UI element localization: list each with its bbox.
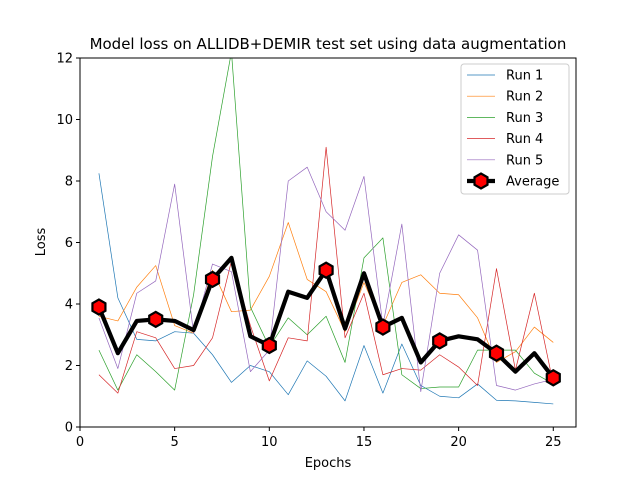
average-marker: [488, 344, 505, 362]
series-line-run-5: [98, 166, 554, 392]
series-line-run-4: [98, 146, 554, 394]
y-tick-label: 4: [65, 298, 73, 313]
series-line-run-2: [98, 222, 554, 363]
y-tick-label: 6: [65, 236, 73, 251]
x-tick-label: 15: [356, 435, 373, 450]
legend-marker-average: [473, 172, 489, 190]
x-axis: 0 5 10 15 20 25: [76, 427, 562, 450]
average-marker: [545, 369, 561, 387]
x-tick-label: 20: [450, 435, 467, 450]
legend-label-run-2: Run 2: [506, 90, 543, 105]
legend-label-average: Average: [506, 175, 559, 190]
chart-title: Model loss on ALLIDB+DEMIR test set usin…: [90, 35, 567, 53]
x-tick-label: 10: [261, 435, 278, 450]
average-marker: [261, 336, 277, 355]
legend-label-run-5: Run 5: [506, 153, 543, 168]
x-tick-label: 0: [76, 435, 84, 450]
y-axis: 0 2 4 6 8 10 12: [56, 52, 80, 436]
x-tick-label: 25: [545, 435, 562, 450]
y-tick-label: 2: [65, 359, 73, 374]
legend-label-run-1: Run 1: [506, 69, 543, 84]
average-marker: [204, 270, 221, 289]
average-marker: [148, 310, 164, 329]
x-tick-label: 5: [171, 435, 179, 450]
average-marker: [91, 298, 107, 316]
average-markers: [91, 261, 561, 387]
y-axis-label: Loss: [34, 228, 49, 257]
legend-label-run-4: Run 4: [506, 132, 543, 147]
legend: Run 1 Run 2 Run 3 Run 4 Run 5 Average: [460, 63, 570, 195]
y-tick-label: 12: [56, 52, 73, 67]
legend-label-run-3: Run 3: [506, 111, 543, 126]
y-tick-label: 8: [65, 175, 73, 190]
series-line-run-3: [98, 58, 554, 391]
average-marker: [375, 318, 391, 336]
y-tick-label: 0: [65, 421, 73, 436]
x-axis-label: Epochs: [305, 456, 352, 471]
average-marker: [318, 261, 334, 279]
y-tick-label: 10: [56, 113, 73, 128]
average-marker: [432, 332, 448, 350]
